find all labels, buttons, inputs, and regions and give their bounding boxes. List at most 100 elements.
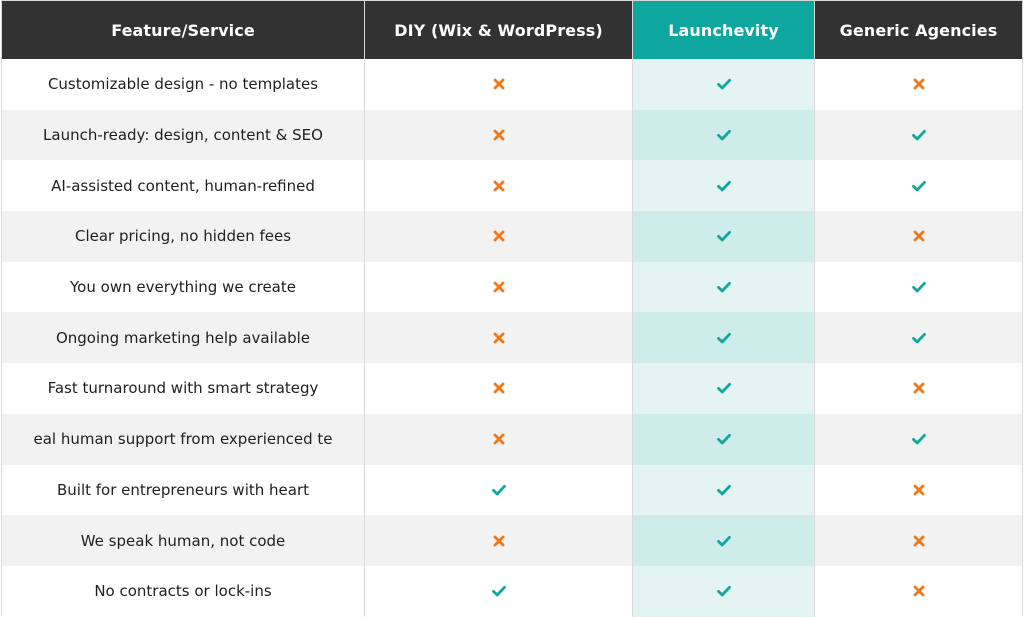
feature-label: Built for entrepreneurs with heart	[56, 480, 309, 499]
header-diy: DIY (Wix & WordPress)	[364, 1, 632, 59]
table-body: Customizable design - no templates Launch…	[2, 59, 1022, 617]
agencies-cell	[814, 261, 1022, 313]
diy-cell	[364, 160, 632, 212]
check-icon	[910, 430, 928, 448]
table-row: Clear pricing, no hidden fees	[2, 211, 1022, 262]
check-icon	[715, 582, 733, 600]
launchevity-cell	[632, 261, 814, 313]
feature-label: You own everything we create	[70, 278, 296, 297]
table-row: Ongoing marketing help available	[2, 312, 1022, 364]
cross-icon	[490, 379, 508, 397]
launchevity-cell	[632, 109, 814, 161]
table-row: No contracts or lock-ins	[2, 565, 1022, 617]
check-icon	[910, 126, 928, 144]
cross-icon	[910, 532, 928, 550]
agencies-cell	[814, 363, 1022, 414]
agencies-cell	[814, 59, 1022, 110]
table-row: We speak human, not code	[2, 515, 1022, 566]
feature-cell: We speak human, not code	[2, 515, 364, 566]
agencies-cell	[814, 464, 1022, 516]
check-icon	[910, 329, 928, 347]
feature-cell: AI-assisted content, human-refined	[2, 160, 364, 212]
diy-cell	[364, 261, 632, 313]
table-row: You own everything we create	[2, 261, 1022, 313]
launchevity-cell	[632, 363, 814, 414]
diy-cell	[364, 565, 632, 617]
table-row: eal human support from experienced te	[2, 413, 1022, 465]
cross-icon	[910, 582, 928, 600]
diy-cell	[364, 464, 632, 516]
table-row: Fast turnaround with smart strategy	[2, 363, 1022, 414]
diy-cell	[364, 109, 632, 161]
launchevity-cell	[632, 211, 814, 262]
feature-label: No contracts or lock-ins	[94, 582, 272, 601]
check-icon	[715, 329, 733, 347]
check-icon	[910, 278, 928, 296]
launchevity-cell	[632, 413, 814, 465]
launchevity-cell	[632, 160, 814, 212]
cross-icon	[490, 430, 508, 448]
diy-cell	[364, 515, 632, 566]
feature-label: eal human support from experienced te	[33, 430, 333, 449]
cross-icon	[490, 177, 508, 195]
check-icon	[715, 532, 733, 550]
check-icon	[715, 379, 733, 397]
check-icon	[715, 481, 733, 499]
diy-cell	[364, 312, 632, 364]
cross-icon	[490, 278, 508, 296]
check-icon	[715, 430, 733, 448]
feature-cell: eal human support from experienced te	[2, 413, 364, 465]
feature-label: Clear pricing, no hidden fees	[74, 227, 292, 246]
diy-cell	[364, 59, 632, 110]
feature-cell: You own everything we create	[2, 261, 364, 313]
diy-cell	[364, 211, 632, 262]
feature-cell: Built for entrepreneurs with heart	[2, 464, 364, 516]
header-generic-agencies: Generic Agencies	[814, 1, 1022, 59]
feature-cell: Customizable design - no templates	[2, 59, 364, 110]
feature-label: Fast turnaround with smart strategy	[47, 379, 319, 398]
agencies-cell	[814, 565, 1022, 617]
cross-icon	[490, 227, 508, 245]
table-row: Built for entrepreneurs with heart	[2, 464, 1022, 516]
feature-label: AI-assisted content, human-refined	[51, 176, 315, 195]
feature-label: Launch-ready: design, content & SEO	[43, 126, 323, 145]
agencies-cell	[814, 515, 1022, 566]
launchevity-cell	[632, 515, 814, 566]
check-icon	[490, 481, 508, 499]
feature-cell: Fast turnaround with smart strategy	[2, 363, 364, 414]
cross-icon	[910, 227, 928, 245]
check-icon	[715, 126, 733, 144]
cross-icon	[490, 75, 508, 93]
table-header: Feature/Service DIY (Wix & WordPress) La…	[2, 1, 1022, 59]
check-icon	[715, 177, 733, 195]
check-icon	[715, 75, 733, 93]
diy-cell	[364, 363, 632, 414]
feature-cell: No contracts or lock-ins	[2, 565, 364, 617]
launchevity-cell	[632, 312, 814, 364]
agencies-cell	[814, 312, 1022, 364]
cross-icon	[910, 379, 928, 397]
agencies-cell	[814, 160, 1022, 212]
agencies-cell	[814, 211, 1022, 262]
table-row: Launch-ready: design, content & SEO	[2, 109, 1022, 161]
feature-cell: Launch-ready: design, content & SEO	[2, 109, 364, 161]
cross-icon	[490, 329, 508, 347]
feature-label: Ongoing marketing help available	[55, 328, 311, 347]
table-row: Customizable design - no templates	[2, 59, 1022, 110]
cross-icon	[490, 126, 508, 144]
check-icon	[715, 278, 733, 296]
header-launchevity: Launchevity	[632, 1, 814, 59]
launchevity-cell	[632, 464, 814, 516]
feature-cell: Clear pricing, no hidden fees	[2, 211, 364, 262]
header-feature-service: Feature/Service	[2, 1, 364, 59]
feature-label: We speak human, not code	[80, 531, 286, 550]
feature-cell: Ongoing marketing help available	[2, 312, 364, 364]
diy-cell	[364, 413, 632, 465]
cross-icon	[490, 532, 508, 550]
launchevity-cell	[632, 59, 814, 110]
check-icon	[715, 227, 733, 245]
check-icon	[490, 582, 508, 600]
feature-label: Customizable design - no templates	[47, 75, 319, 94]
cross-icon	[910, 75, 928, 93]
